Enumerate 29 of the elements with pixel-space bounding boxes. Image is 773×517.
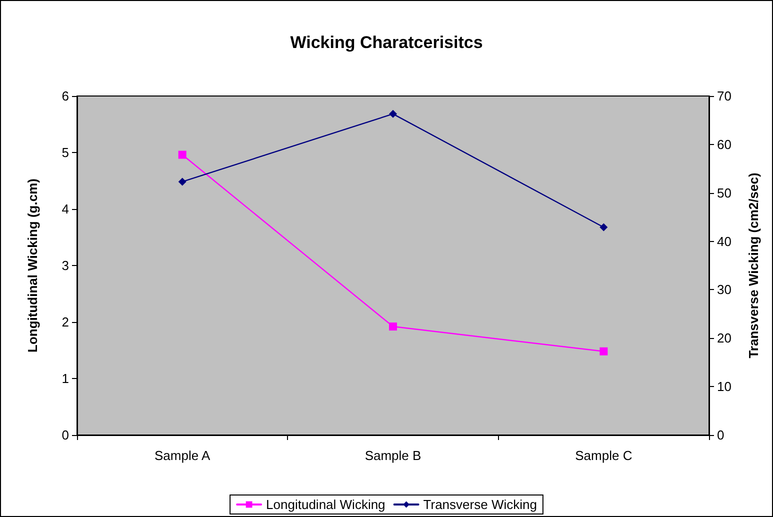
- y-tick-label: 3: [62, 258, 69, 273]
- y-tick-label: 0: [62, 428, 69, 442]
- y2-tick-label: 30: [717, 282, 732, 298]
- x-tick-label: Sample A: [154, 448, 210, 463]
- x-tick-label: Sample C: [575, 448, 632, 463]
- point: [178, 150, 186, 159]
- point: [389, 110, 397, 118]
- y-tick-label: 2: [62, 314, 69, 330]
- point: [600, 347, 608, 356]
- y2-tick-label: 40: [717, 234, 732, 249]
- y2-tick-label: 60: [717, 136, 732, 152]
- point: [600, 223, 608, 232]
- y2-tick-label: 20: [717, 330, 732, 346]
- y-axis-title: Longitudinal Wicking (g.cm): [25, 178, 40, 352]
- y-tick-label: 5: [62, 145, 69, 160]
- chart-title: Wicking Charatcerisitcs: [290, 33, 483, 52]
- point: [389, 322, 397, 331]
- y-tick-label: 6: [62, 88, 69, 104]
- y2-tick-label: 0: [717, 428, 724, 442]
- y-tick-label: 1: [62, 371, 69, 386]
- y-tick-label: 4: [62, 202, 69, 216]
- legend-label: Longitudinal Wicking: [266, 497, 386, 512]
- point: [178, 178, 186, 186]
- y2-tick-label: 10: [717, 379, 732, 394]
- y2-axis-title: Transverse Wicking (cm2/sec): [746, 172, 761, 358]
- x-tick-label: Sample B: [364, 448, 422, 463]
- y2-tick-label: 50: [717, 185, 732, 200]
- legend-label: Transverse Wicking: [423, 497, 537, 512]
- y2-tick-label: 70: [717, 88, 732, 104]
